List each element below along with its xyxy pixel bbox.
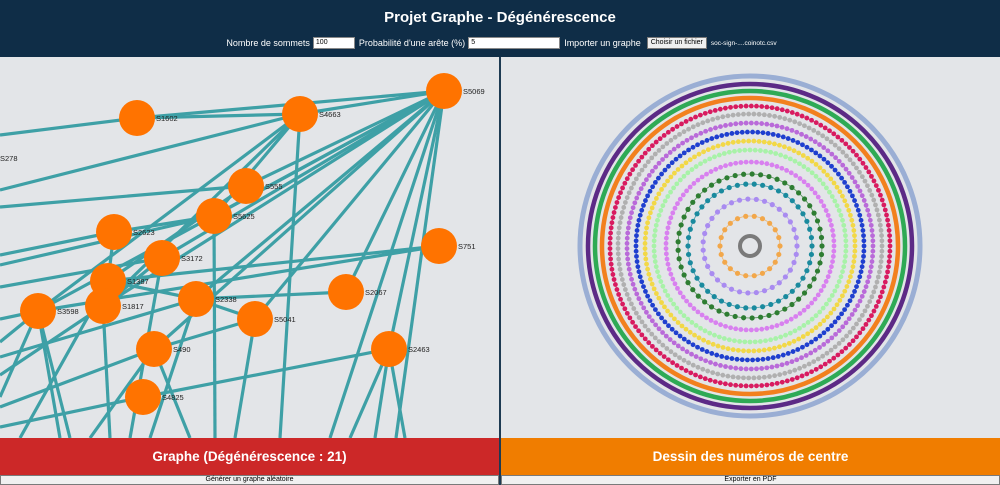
graph-node[interactable] bbox=[85, 288, 121, 324]
file-name: soc-sign-....coinotc.csv bbox=[710, 39, 777, 47]
graph-node[interactable] bbox=[20, 293, 56, 329]
generate-graph-button[interactable]: Générer un graphe aléatoire bbox=[0, 475, 499, 485]
graph-edge bbox=[394, 90, 446, 438]
graph-edge bbox=[233, 318, 257, 438]
core-ring bbox=[615, 111, 885, 381]
graph-edge bbox=[387, 90, 446, 350]
core-ring bbox=[607, 103, 893, 389]
core-ring bbox=[700, 196, 800, 296]
graph-node-label: S2463 bbox=[408, 345, 430, 354]
graph-node[interactable] bbox=[96, 214, 132, 250]
core-ring bbox=[685, 181, 815, 311]
graph-node[interactable] bbox=[328, 274, 364, 310]
core-ring bbox=[651, 147, 849, 345]
core-center bbox=[738, 234, 762, 258]
graph-nodes: S5069 S1602 S4663 S278 S555 S5625 S2623 S751 S31… bbox=[0, 73, 485, 415]
graph-edge bbox=[0, 347, 155, 409]
graph-node-label: S3598 bbox=[57, 307, 79, 316]
core-ring bbox=[675, 171, 825, 321]
graph-edge bbox=[0, 395, 144, 429]
panel-divider bbox=[499, 57, 501, 485]
graph-node-label: S3172 bbox=[181, 254, 203, 263]
choose-file-button[interactable]: Choisir un fichier bbox=[646, 37, 707, 49]
graph-node-label: S5041 bbox=[274, 315, 296, 324]
graph-node-label: S5069 bbox=[463, 87, 485, 96]
graph-edge bbox=[36, 310, 62, 438]
graph-node[interactable] bbox=[282, 96, 318, 132]
export-pdf-button[interactable]: Exporter en PDF bbox=[501, 475, 1000, 485]
graph-edge bbox=[212, 215, 217, 438]
core-ring bbox=[663, 159, 837, 333]
graph-node-label: S2623 bbox=[133, 228, 155, 237]
graph-edge bbox=[253, 89, 446, 321]
core-panel bbox=[501, 57, 1000, 438]
graph-node[interactable] bbox=[125, 379, 161, 415]
graph-edge bbox=[136, 112, 301, 120]
page-title: Projet Graphe - Dégénérescence bbox=[384, 9, 616, 26]
graph-node-label: S490 bbox=[173, 345, 191, 354]
graph-panel[interactable]: S5069 S1602 S4663 S278 S555 S5625 S2623 S751 S31… bbox=[0, 57, 499, 438]
controls-bar: Nombre de sommets 100 Probabilité d'une … bbox=[0, 36, 1000, 50]
graph-node[interactable] bbox=[196, 198, 232, 234]
vertices-label: Nombre de sommets bbox=[226, 38, 310, 48]
graph-edge bbox=[101, 305, 112, 438]
graph-node-label: S4663 bbox=[319, 110, 341, 119]
graph-edge bbox=[0, 230, 115, 257]
vertices-input[interactable]: 100 bbox=[312, 37, 355, 49]
graph-node-label: S1602 bbox=[156, 114, 178, 123]
graph-node-label: S1817 bbox=[122, 302, 144, 311]
graph-edge bbox=[278, 113, 302, 438]
graph-node[interactable] bbox=[144, 240, 180, 276]
graph-node[interactable] bbox=[421, 228, 457, 264]
graph-canvas[interactable]: S5069 S1602 S4663 S278 S555 S5625 S2623 S751 S31… bbox=[0, 57, 499, 438]
graph-edge bbox=[88, 348, 156, 438]
graph-node-label: S2067 bbox=[365, 288, 387, 297]
graph-edge bbox=[142, 347, 390, 399]
core-drawing bbox=[577, 73, 923, 419]
graph-edges bbox=[0, 89, 446, 438]
core-ring bbox=[577, 73, 923, 419]
graph-node[interactable] bbox=[136, 331, 172, 367]
graph-edge bbox=[195, 290, 347, 301]
graph-edge bbox=[0, 112, 301, 192]
graph-node[interactable] bbox=[119, 100, 155, 136]
graph-node[interactable] bbox=[237, 301, 273, 337]
graph-node-label: S278 bbox=[0, 154, 18, 163]
import-label: Importer un graphe bbox=[564, 38, 641, 48]
app-header: Projet Graphe - Dégénérescence Nombre de… bbox=[0, 0, 1000, 57]
graph-edge bbox=[245, 89, 445, 188]
graph-edge bbox=[36, 310, 72, 438]
graph-node-label: S2338 bbox=[215, 295, 237, 304]
probability-input[interactable]: 5 bbox=[468, 37, 561, 49]
graph-node-label: S1387 bbox=[127, 277, 149, 286]
core-title-bar: Dessin des numéros de centre bbox=[501, 438, 1000, 475]
graph-node-label: S5625 bbox=[233, 212, 255, 221]
core-ring bbox=[633, 129, 867, 363]
graph-edge bbox=[0, 297, 197, 359]
probability-label: Probabilité d'une arête (%) bbox=[358, 38, 466, 48]
graph-edge bbox=[0, 256, 163, 289]
graph-node[interactable] bbox=[228, 168, 264, 204]
core-ring bbox=[624, 120, 876, 372]
graph-edge bbox=[328, 90, 446, 438]
graph-edge bbox=[37, 112, 301, 313]
graph-edge bbox=[0, 184, 247, 209]
graph-node[interactable] bbox=[178, 281, 214, 317]
core-ring bbox=[599, 95, 901, 397]
graph-node-label: S4825 bbox=[162, 393, 184, 402]
graph-node-label: S751 bbox=[458, 242, 476, 251]
core-ring bbox=[642, 138, 858, 354]
graph-edge bbox=[299, 89, 445, 116]
graph-edge bbox=[148, 298, 198, 438]
core-ring bbox=[585, 81, 915, 411]
core-ring bbox=[592, 88, 908, 404]
core-ring bbox=[717, 213, 783, 279]
graph-node[interactable] bbox=[426, 73, 462, 109]
graph-node[interactable] bbox=[371, 331, 407, 367]
graph-node-label: S555 bbox=[265, 182, 283, 191]
graph-title-bar: Graphe (Dégénérescence : 21) bbox=[0, 438, 499, 475]
graph-edge bbox=[0, 116, 138, 137]
graph-edge bbox=[212, 112, 302, 218]
